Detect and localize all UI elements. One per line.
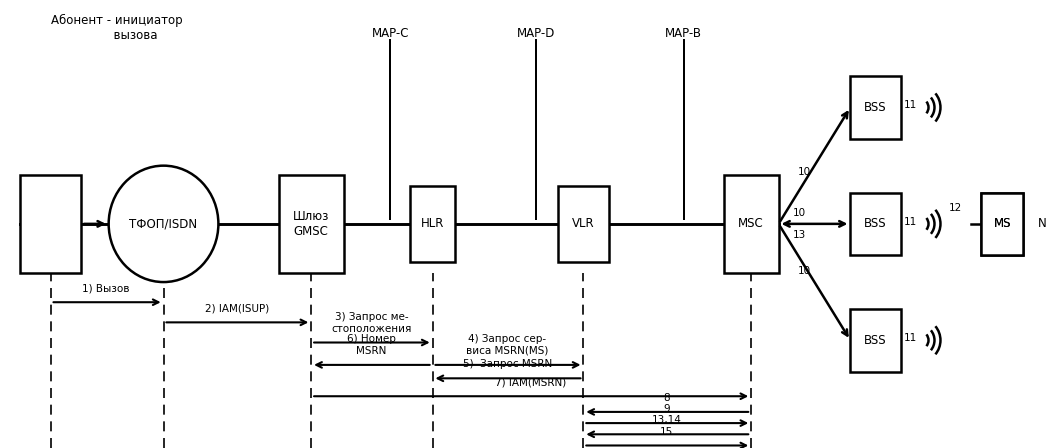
Text: BSS: BSS	[864, 217, 887, 230]
FancyBboxPatch shape	[724, 175, 779, 273]
Text: 8: 8	[664, 393, 670, 403]
FancyBboxPatch shape	[558, 186, 609, 262]
Text: MS: MS	[994, 217, 1011, 230]
Text: MAP-D: MAP-D	[517, 27, 555, 40]
Text: BSS: BSS	[864, 334, 887, 347]
FancyBboxPatch shape	[850, 76, 901, 139]
Text: 9: 9	[664, 404, 670, 414]
Text: 11: 11	[904, 333, 918, 343]
Text: MS: MS	[994, 217, 1011, 230]
Text: 10: 10	[793, 208, 806, 218]
Text: 10: 10	[798, 168, 810, 177]
Text: HLR: HLR	[421, 217, 444, 230]
Text: MAP-B: MAP-B	[665, 27, 703, 40]
FancyBboxPatch shape	[410, 186, 455, 262]
Text: MAP-C: MAP-C	[371, 27, 409, 40]
Text: N: N	[1038, 217, 1047, 230]
Text: 5)  Запрос MSRN: 5) Запрос MSRN	[463, 359, 552, 369]
Text: 3) Запрос ме-
стоположения: 3) Запрос ме- стоположения	[331, 312, 411, 334]
FancyBboxPatch shape	[20, 175, 81, 273]
Text: 1) Вызов: 1) Вызов	[81, 283, 130, 293]
FancyBboxPatch shape	[981, 193, 1023, 255]
FancyBboxPatch shape	[850, 193, 901, 255]
Text: Абонент - инициатор
          вызова: Абонент - инициатор вызова	[51, 13, 183, 42]
Text: 6) Номер
MSRN: 6) Номер MSRN	[347, 334, 396, 356]
Text: BSS: BSS	[864, 101, 887, 114]
Text: 12: 12	[950, 202, 962, 213]
Text: MSC: MSC	[738, 217, 764, 230]
Text: VLR: VLR	[572, 217, 595, 230]
Text: 13: 13	[793, 230, 806, 240]
FancyBboxPatch shape	[279, 175, 344, 273]
Text: 7) IAM(MSRN): 7) IAM(MSRN)	[495, 377, 567, 387]
Text: 4) Запрос сер-
виса MSRN(MS): 4) Запрос сер- виса MSRN(MS)	[466, 334, 549, 356]
Text: 13,14: 13,14	[652, 415, 682, 425]
Ellipse shape	[109, 166, 218, 282]
Text: ТФОП/ISDN: ТФОП/ISDN	[130, 217, 197, 230]
Text: 11: 11	[904, 100, 918, 110]
Text: 11: 11	[904, 217, 918, 227]
Text: 15: 15	[660, 426, 673, 436]
Text: 2) IAM(ISUP): 2) IAM(ISUP)	[206, 303, 269, 314]
FancyBboxPatch shape	[981, 193, 1023, 255]
Text: 10: 10	[798, 266, 810, 276]
Text: Шлюз
GMSC: Шлюз GMSC	[293, 210, 329, 238]
FancyBboxPatch shape	[850, 309, 901, 371]
